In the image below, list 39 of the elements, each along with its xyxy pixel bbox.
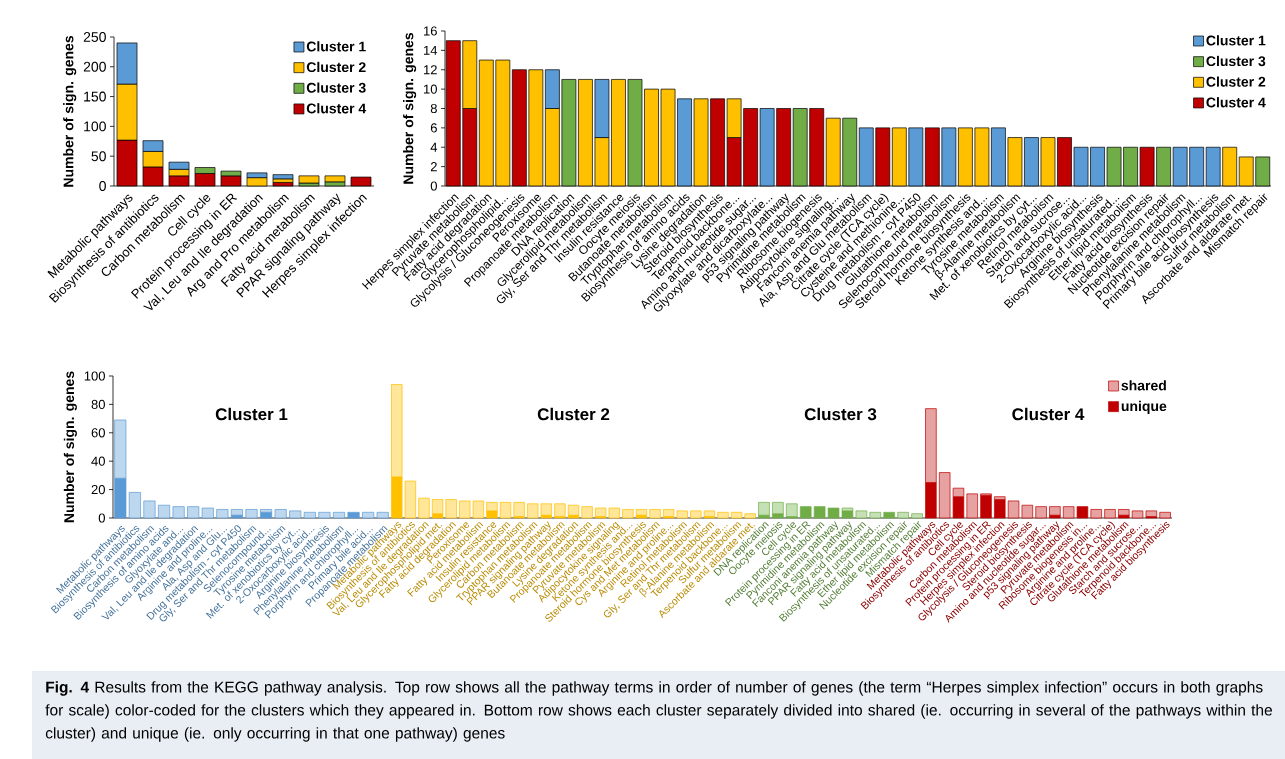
y-tick-label: 12	[424, 65, 437, 75]
y-tick-label: 50	[91, 151, 106, 162]
y-tick-label: 0	[99, 181, 106, 191]
y-axis-title: Number of sign. genes	[403, 32, 417, 184]
legend-label: Cluster 2	[1206, 76, 1266, 87]
y-tick-label: 0	[98, 513, 105, 523]
y-tick-label: 100	[84, 371, 105, 381]
y-tick-label: 8	[430, 103, 437, 114]
legend-label: Cluster 3	[1206, 55, 1266, 67]
y-tick-label: 10	[424, 84, 437, 94]
legend-label: shared	[1121, 380, 1166, 391]
y-axis-title: Number of sign. genes	[63, 35, 77, 187]
y-tick-label: 200	[83, 61, 106, 72]
legend-label: unique	[1121, 400, 1167, 414]
y-tick-label: 14	[424, 45, 438, 55]
y-tick-label: 100	[84, 121, 106, 132]
text: Fig. 4 Results from the KEGG pathway analysis. Top row shows all the pathway terms in order of number of genes (the term “Herpes simplex infection” occurs in both graphs for scale) color-coded for the clusters which they appeared in. Bottom row shows each cluster separately divided into shared (ie. occurring in several of the pathways within the cluster) and unique (ie. only occurring in that one pathway) genes	[45, 681, 1272, 742]
y-tick-label: 40	[91, 456, 105, 466]
text: Cluster 2	[537, 407, 610, 421]
y-tick-label: 6	[430, 123, 437, 133]
legend-label: Cluster 2	[306, 61, 366, 73]
text: Cluster 3	[804, 407, 877, 421]
text: Cluster 4	[1012, 407, 1085, 421]
legend-label: Cluster 4	[1206, 97, 1266, 108]
y-tick-label: 150	[84, 91, 106, 102]
y-tick-label: 80	[91, 399, 105, 409]
y-tick-label: 20	[91, 484, 105, 495]
text: Cluster 1	[215, 407, 288, 421]
legend-label: Cluster 4	[306, 103, 367, 114]
y-tick-label: 16	[424, 26, 437, 36]
legend-label: Cluster 3	[306, 82, 366, 93]
y-tick-label: 250	[83, 32, 106, 42]
y-tick-label: 4	[430, 142, 438, 152]
y-tick-label: 60	[91, 428, 105, 438]
legend-label: Cluster 1	[306, 41, 366, 52]
y-tick-label: 2	[430, 162, 437, 172]
legend-label: Cluster 1	[1206, 35, 1266, 46]
y-tick-label: 0	[430, 181, 437, 191]
y-axis-title: Number of sign. genes	[63, 371, 77, 523]
